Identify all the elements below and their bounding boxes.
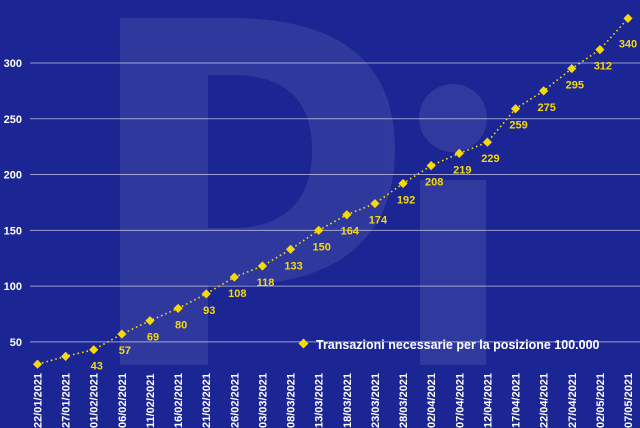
data-point	[145, 316, 155, 326]
x-tick-label: 27/01/2021	[61, 373, 73, 428]
data-label: 93	[203, 305, 215, 317]
x-tick-label: 16/02/2021	[173, 373, 185, 428]
x-tick-label: 01/02/2021	[89, 373, 101, 428]
data-label: 57	[119, 345, 131, 357]
data-label: 219	[453, 164, 471, 176]
x-tick-label: 08/03/2021	[286, 373, 298, 428]
x-tick-label: 17/04/2021	[511, 373, 523, 428]
data-point	[117, 329, 127, 339]
x-tick-label: 18/03/2021	[342, 373, 354, 428]
y-axis-ticks: 50 100 150 200 250 300	[4, 58, 22, 349]
data-label: 164	[341, 226, 360, 238]
x-tick-label: 27/04/2021	[567, 373, 579, 428]
x-tick-label: 21/02/2021	[201, 373, 213, 428]
y-tick-label: 50	[10, 337, 22, 349]
y-tick-label: 100	[4, 281, 22, 293]
data-point	[173, 303, 183, 314]
data-point	[454, 148, 464, 158]
legend-label: Transazioni necessarie per la posizione …	[316, 338, 600, 352]
data-point	[314, 225, 324, 235]
data-point	[370, 198, 380, 209]
data-point	[342, 210, 352, 220]
data-label: 69	[147, 332, 159, 344]
data-label: 108	[228, 288, 246, 300]
data-point	[398, 178, 408, 189]
data-labels: 43 57 69 80 93 108 118 133 150 164 174 192 208 219 229…	[91, 38, 638, 372]
x-tick-label: 06/02/2021	[117, 373, 129, 428]
data-label: 295	[566, 80, 584, 92]
data-point	[426, 161, 436, 171]
data-label: 133	[284, 260, 302, 272]
y-tick-label: 250	[4, 114, 22, 126]
watermark-logo	[120, 18, 487, 365]
x-tick-label: 28/03/2021	[398, 373, 410, 428]
data-label: 208	[425, 177, 443, 189]
legend-marker	[298, 338, 309, 349]
data-label: 80	[175, 319, 187, 331]
data-label: 259	[509, 120, 527, 132]
x-tick-label: 11/02/2021	[145, 374, 157, 428]
data-points	[32, 13, 633, 369]
data-point	[482, 137, 493, 147]
x-tick-label: 12/04/2021	[482, 373, 494, 428]
data-label: 174	[369, 215, 388, 227]
data-point	[61, 351, 71, 361]
x-tick-label: 13/03/2021	[314, 373, 326, 428]
data-point	[201, 289, 211, 299]
data-label: 192	[397, 194, 415, 206]
data-point	[257, 261, 268, 271]
data-point	[285, 244, 296, 254]
x-axis-ticks: 22/01/2021 27/01/2021 01/02/2021 06/02/2021…	[33, 373, 636, 428]
x-tick-label: 07/05/2021	[623, 373, 635, 428]
data-label: 312	[594, 61, 612, 73]
data-point	[89, 345, 99, 355]
data-point	[595, 45, 605, 55]
data-point	[623, 13, 633, 23]
data-label: 275	[537, 102, 555, 114]
data-label: 150	[313, 241, 331, 253]
data-label: 118	[257, 277, 275, 289]
data-point	[32, 359, 43, 369]
data-point	[567, 63, 577, 74]
x-tick-label: 22/04/2021	[539, 373, 551, 428]
x-tick-label: 23/03/2021	[370, 373, 382, 428]
y-tick-label: 300	[4, 58, 22, 70]
data-point	[229, 272, 239, 282]
y-tick-label: 200	[4, 170, 22, 182]
series-line	[37, 17, 629, 365]
x-tick-label: 03/03/2021	[257, 373, 269, 428]
x-tick-label: 07/04/2021	[454, 373, 466, 428]
legend: Transazioni necessarie per la posizione …	[298, 338, 600, 352]
data-label: 229	[481, 153, 499, 165]
x-tick-label: 22/01/2021	[33, 373, 45, 428]
gridlines	[30, 62, 640, 343]
x-tick-label: 02/05/2021	[595, 373, 607, 428]
data-point	[539, 86, 549, 96]
data-point	[510, 104, 521, 114]
data-label: 43	[91, 361, 103, 373]
x-tick-label: 26/02/2021	[229, 373, 241, 428]
series-polyline	[37, 17, 629, 365]
data-label: 340	[619, 38, 637, 50]
y-tick-label: 150	[4, 225, 22, 237]
x-tick-label: 02/04/2021	[426, 373, 438, 428]
